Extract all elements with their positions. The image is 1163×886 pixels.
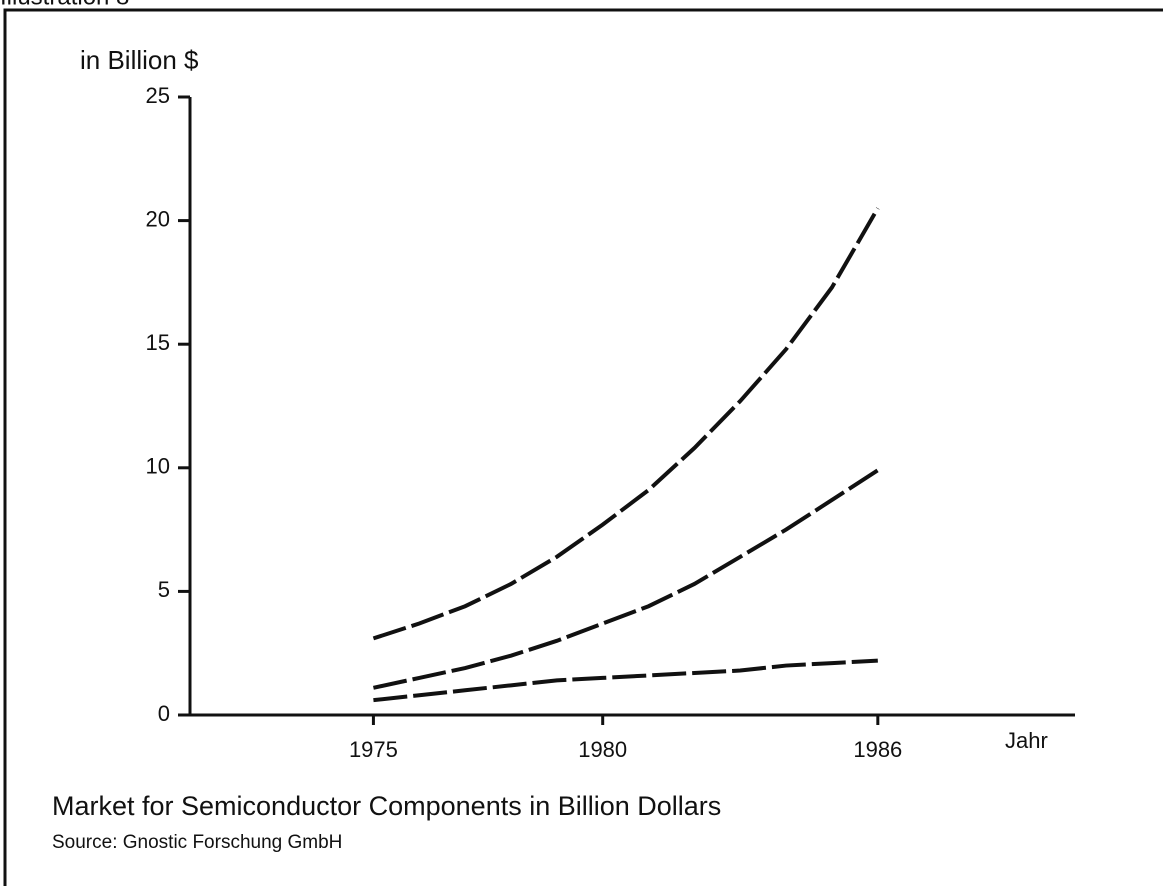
x-tick-label: 1980 (578, 737, 627, 762)
y-axis-label: in Billion $ (80, 45, 199, 75)
data-line (372, 468, 879, 690)
source: Source: Gnostic Forschung GmbH (52, 832, 342, 853)
data-line (372, 207, 880, 641)
frame (3, 8, 1163, 886)
x-tick-label: 1986 (853, 737, 902, 762)
header: Illustration 8 (0, 0, 129, 10)
data-line (373, 658, 878, 703)
y-tick-label: 0 (158, 701, 170, 726)
x-tick-label: 1975 (349, 737, 398, 762)
x-axis-label: Jahr (1005, 728, 1048, 753)
y-tick-label: 25 (146, 83, 170, 108)
y-tick-label: 20 (146, 206, 170, 231)
y-tick-label: 10 (146, 454, 170, 479)
y-tick-label: 5 (158, 577, 170, 602)
y-tick-label: 15 (146, 330, 170, 355)
chart-title: Market for Semiconductor Components in B… (52, 791, 721, 821)
